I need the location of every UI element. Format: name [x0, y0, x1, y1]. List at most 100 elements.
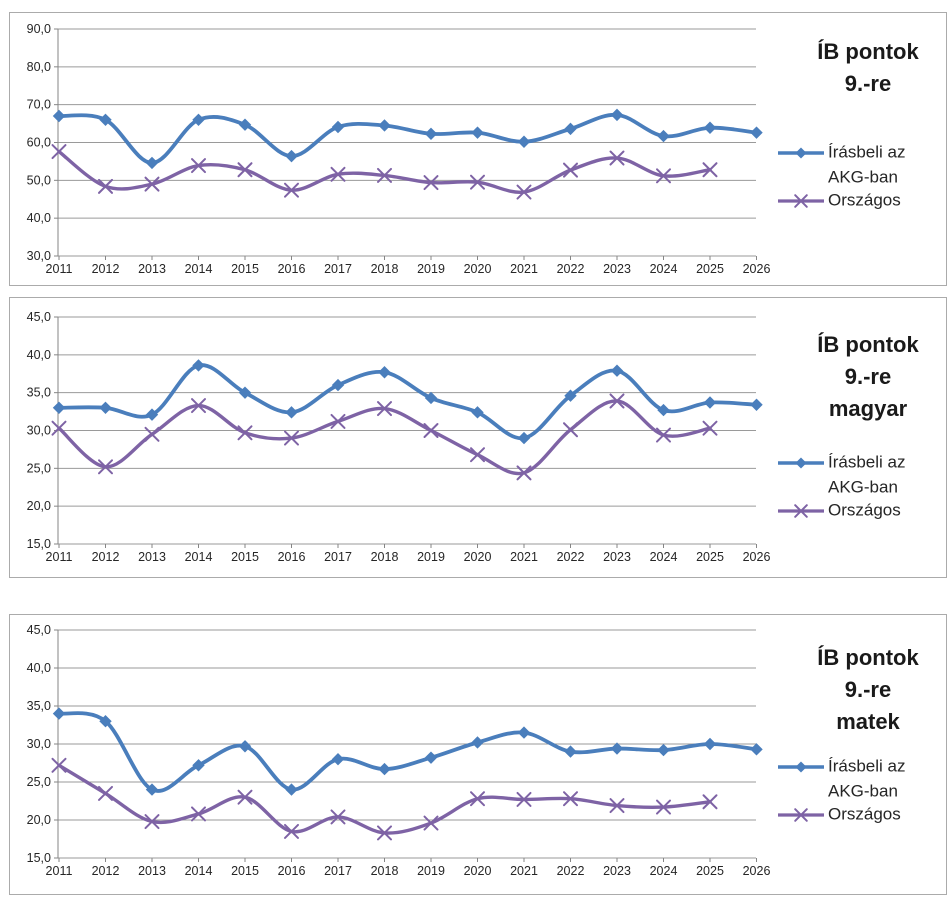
x-tick-label: 2016: [278, 864, 306, 878]
y-tick-label: 20,0: [27, 813, 51, 827]
x-marker-icon: [330, 809, 346, 825]
chart-title-line: magyar: [829, 396, 908, 421]
x-tick-label: 2013: [138, 864, 166, 878]
x-marker-icon: [144, 814, 160, 830]
y-tick-label: 35,0: [27, 699, 51, 713]
x-axis-labels: 2011 2012 2013 2014 2015 2016 2017 2018 2019 2020…: [46, 262, 771, 276]
diamond-marker-icon: [378, 119, 391, 132]
x-marker-icon: [51, 757, 67, 773]
diamond-marker-icon: [564, 122, 577, 136]
x-tick-label: 2023: [603, 550, 631, 564]
x-tick-label: 2026: [743, 550, 771, 564]
diamond-marker-icon: [424, 751, 438, 764]
series-line-akg: [57, 363, 759, 440]
x-marker-icon: [237, 789, 253, 805]
diamond-marker-icon: [703, 396, 717, 409]
x-tick-label: 2019: [417, 550, 445, 564]
x-tick-label: 2024: [650, 864, 678, 878]
diamond-marker-icon: [285, 406, 298, 419]
x-tick-label: 2022: [557, 262, 585, 276]
chart-ib-pontok-9re-matek: 15,0 20,0 25,0 30,0 35,0 40,0 45,0 2011 2012 2013…: [9, 614, 947, 895]
x-marker-icon: [191, 806, 206, 822]
diamond-marker-icon: [564, 745, 577, 758]
legend: Írásbeli az AKG-ban Országos: [778, 142, 905, 209]
diamond-marker-icon: [610, 108, 624, 122]
chart-title-line: 9.-re: [845, 71, 891, 96]
chart-title-line: ÍB pontok: [817, 332, 919, 357]
series-line-orszagos: [57, 149, 712, 194]
diamond-marker-icon: [517, 431, 531, 445]
x-marker-icon: [470, 447, 485, 463]
diamond-marker-icon: [378, 366, 391, 379]
diamond-marker-icon: [99, 113, 112, 127]
legend-label: Országos: [828, 190, 901, 209]
x-tick-label: 2017: [324, 864, 352, 878]
x-tick-label: 2011: [46, 550, 73, 564]
x-marker-icon: [98, 178, 113, 194]
y-tick-label: 45,0: [27, 310, 51, 324]
diamond-marker-icon: [610, 742, 624, 755]
x-tick-label: 2019: [417, 864, 445, 878]
x-marker-icon: [51, 144, 67, 160]
x-tick-label: 2015: [231, 550, 259, 564]
x-marker-icon: [284, 823, 299, 839]
diamond-marker-icon: [378, 762, 391, 776]
chart-title-line: ÍB pontok: [817, 645, 919, 670]
x-tick-label: 2016: [278, 550, 306, 564]
x-marker-icon: [423, 175, 439, 191]
x-tick-label: 2026: [743, 864, 771, 878]
x-marker-icon: [794, 194, 808, 208]
x-marker-icon: [656, 168, 671, 184]
diamond-marker-icon: [424, 391, 438, 405]
diamond-marker-icon: [750, 126, 763, 139]
x-marker-icon: [284, 430, 299, 446]
legend-label: Írásbeli az: [828, 452, 905, 471]
x-marker-icon: [470, 174, 485, 190]
x-marker-icon: [98, 459, 113, 475]
x-marker-icon: [516, 791, 532, 807]
y-axis-labels: 30,0 40,0 50,0 60,0 70,0 80,0 90,0: [27, 22, 51, 263]
diamond-marker-icon: [192, 759, 205, 772]
x-tick-label: 2014: [185, 864, 213, 878]
chart-title-line: 9.-re: [845, 677, 891, 702]
chart-title-line: matek: [836, 709, 900, 734]
x-tick-label: 2024: [650, 262, 678, 276]
diamond-marker-icon: [285, 783, 298, 796]
x-marker-icon: [51, 420, 67, 436]
series-markers-akg: [52, 108, 763, 170]
series-line-akg: [57, 112, 759, 165]
series-markers-orszagos: [51, 393, 718, 481]
y-tick-label: 60,0: [27, 136, 51, 150]
diamond-marker-icon: [517, 135, 531, 148]
legend-label: AKG-ban: [828, 477, 898, 496]
x-marker-icon: [191, 158, 206, 174]
y-tick-label: 70,0: [27, 98, 51, 112]
x-tick-label: 2017: [324, 550, 352, 564]
x-marker-icon: [656, 427, 671, 443]
y-tick-label: 30,0: [27, 424, 51, 438]
x-tick-label: 2025: [696, 262, 724, 276]
x-tick-label: 2012: [92, 550, 120, 564]
y-tick-label: 40,0: [27, 211, 51, 225]
diamond-marker-icon: [331, 378, 345, 392]
y-tick-label: 20,0: [27, 499, 51, 513]
chart-title: ÍB pontok 9.-re matek: [817, 645, 919, 734]
x-marker-icon: [702, 162, 718, 178]
diamond-marker-icon: [795, 761, 807, 773]
x-marker-icon: [423, 815, 439, 831]
x-marker-icon: [330, 413, 346, 429]
x-tick-label: 2023: [603, 864, 631, 878]
chart-canvas: 15,0 20,0 25,0 30,0 35,0 40,0 45,0 2011 2012 2013…: [27, 623, 920, 878]
chart-title: ÍB pontok 9.-re: [817, 39, 919, 96]
diamond-marker-icon: [657, 129, 670, 143]
diamond-marker-icon: [145, 783, 159, 796]
x-tick-label: 2012: [92, 864, 120, 878]
x-tick-label: 2026: [743, 262, 771, 276]
diamond-marker-icon: [52, 109, 66, 123]
x-tick-label: 2021: [510, 262, 538, 276]
x-tick-label: 2020: [464, 864, 492, 878]
gridlines: [54, 316, 756, 545]
x-tick-label: 2018: [371, 262, 399, 276]
x-tick-label: 2025: [696, 550, 724, 564]
x-tick-label: 2020: [464, 262, 492, 276]
